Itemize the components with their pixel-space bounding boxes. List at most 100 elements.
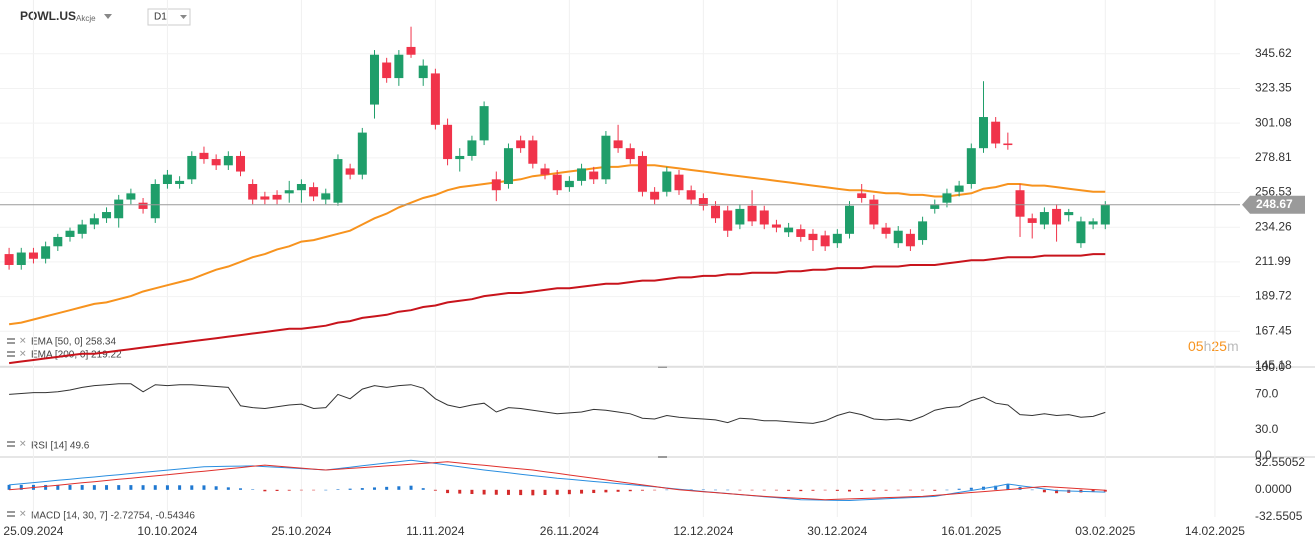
candle-body [650,191,660,200]
y-tick-label: 278.81 [1255,150,1292,164]
candle-body [443,124,453,160]
candle-body [918,221,928,241]
y-tick-label: 32.55052 [1255,455,1305,469]
histogram-bar [933,489,937,491]
histogram-bar [470,489,474,495]
x-tick-label: 25.09.2024 [3,524,63,538]
ema-line [8,253,1106,365]
candle-body [406,46,416,55]
histogram-bar [896,489,900,491]
candle-body [479,106,489,141]
countdown-h: h [1204,338,1212,354]
histogram-bar [969,487,973,490]
histogram-bar [701,489,705,491]
histogram-bar [835,489,839,491]
histogram-bar [774,489,778,491]
instrument-kind: Akcje [76,14,96,23]
candle-body [723,210,733,231]
candle-body [674,174,684,191]
candle-body [357,132,367,175]
histogram-bar [190,485,194,490]
interval-box[interactable] [147,8,191,26]
candle-body [808,233,818,241]
candle-body [771,224,781,228]
candle-body [966,148,976,184]
candle-body [175,180,185,184]
y-tick-label: 211.99 [1255,254,1291,268]
resize-handle[interactable] [658,456,667,458]
countdown: 05h25m [1188,338,1239,354]
candle-body [528,140,538,164]
candle-body [369,54,379,105]
svg-text:✕: ✕ [19,438,27,448]
candle-body [991,121,1001,144]
histogram-bar [1091,489,1095,493]
symbol-dropdown[interactable] [104,14,112,19]
histogram-bar [251,489,255,490]
legend-macd[interactable]: MACD [14, 30, 7] -2.72754, -0.54346 [31,511,195,522]
candle-body [296,183,306,191]
x-tick-label: 12.12.2024 [673,524,733,538]
y-tick-label: 234.26 [1255,219,1292,233]
svg-text:✕: ✕ [19,335,27,345]
candle-body [1039,212,1049,225]
interval[interactable]: D1 [154,12,167,23]
histogram-bar [1103,489,1107,492]
candle-body [16,252,26,265]
x-tick-label: 11.11.2024 [406,524,465,538]
resize-handle[interactable] [658,366,667,368]
legend-ema50[interactable]: EMA [50, 0] 258.34 [31,337,116,348]
histogram-bar [908,489,912,491]
macd-line [9,461,1106,501]
histogram-bar [226,487,230,490]
x-tick-label: 25.10.2024 [271,524,331,538]
candle-body [540,168,550,175]
candle-body [236,155,246,172]
candle-body [150,183,160,219]
candle-body [686,190,696,200]
candle-body [881,227,891,234]
histogram-bar [738,489,742,491]
symbol[interactable]: POWL.US [20,9,76,23]
histogram-bar [433,489,437,491]
histogram-bar [567,489,571,495]
histogram-bar [860,489,864,491]
histogram-bar [312,489,316,491]
histogram-bar [92,485,96,490]
histogram-bar [372,487,376,490]
histogram-bar [458,489,462,494]
histogram-bar [616,489,620,492]
candle-body [1100,204,1110,225]
candle-body [905,233,915,247]
histogram-bar [56,484,60,490]
candle-body [759,210,769,225]
interval-dropdown[interactable] [180,15,187,19]
histogram-bar [19,484,23,490]
histogram-bar [299,489,303,491]
y-tick-label: 301.08 [1255,115,1292,129]
candle-body [418,65,428,79]
y-tick-label: 0.0000 [1255,482,1292,496]
candle-body [4,254,14,265]
histogram-bar [397,486,401,490]
candle-body [662,171,672,192]
histogram-bar [519,489,523,496]
candle-body [345,168,355,175]
histogram-bar [1042,489,1046,493]
legend-rsi[interactable]: RSI [14] 49.6 [31,441,90,452]
candle-body [625,148,635,160]
histogram-bar [848,489,852,492]
candle-body [455,155,465,160]
candle-body [820,235,830,247]
y-tick-label: 145.18 [1255,358,1292,372]
histogram-bar [945,489,949,491]
histogram-bar [640,489,644,491]
svg-text:✕: ✕ [19,508,27,518]
x-tick-label: 26.11.2024 [540,524,599,538]
y-tick-label: 345.62 [1255,46,1292,60]
histogram-bar [117,485,121,490]
histogram-bar [446,489,450,494]
candle-body [260,196,270,200]
